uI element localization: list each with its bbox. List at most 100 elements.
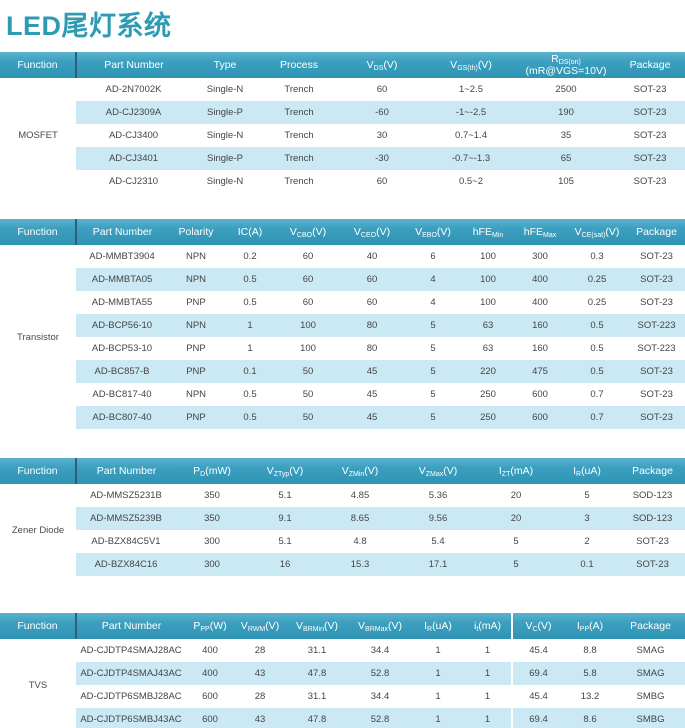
table-row: AD-BCP53-10 PNP 1 100 80 5 63 160 0.5 SOT-223 <box>0 337 685 361</box>
column-header: IC(A) <box>224 219 276 246</box>
part-number-cell: AD-MMBTA05 <box>76 268 168 292</box>
column-header: Package <box>616 613 685 640</box>
value-cell: 45 <box>340 360 404 384</box>
value-cell: 40 <box>340 245 404 269</box>
column-header: VZMax(V) <box>398 458 478 485</box>
table-row: Zener Diode AD-MMSZ5231B 350 5.1 4.85 5.36 20 5… <box>0 484 685 577</box>
value-cell: SOT-23 <box>628 360 685 384</box>
value-cell: 30 <box>339 124 425 148</box>
column-header: PD(mW) <box>176 458 248 485</box>
value-cell: SOT-23 <box>628 245 685 269</box>
value-cell: 190 <box>517 101 615 125</box>
value-cell: 250 <box>462 383 514 407</box>
value-cell: 8.8 <box>564 639 616 663</box>
column-header: IR(uA) <box>554 458 620 485</box>
value-cell: SOT-23 <box>615 147 685 171</box>
part-number-cell: AD-BC817-40 <box>76 383 168 407</box>
value-cell: 100 <box>276 337 340 361</box>
value-cell: 350 <box>176 484 248 508</box>
column-header: hFEMin <box>462 219 514 246</box>
table-row: AD-CJ2309A Single-P Trench -60 -1~-2.5 190 SOT… <box>0 101 685 125</box>
table-row: TVS AD-CJDTP4SMAJ28AC 400 28 31.1 34.4 1 1 45.4 8… <box>0 639 685 728</box>
function-column-header: Function <box>0 458 77 485</box>
value-cell: 475 <box>514 360 566 384</box>
value-cell: Trench <box>259 147 339 171</box>
value-cell: 3 <box>554 507 620 531</box>
value-cell: 6 <box>404 245 462 269</box>
function-column-header: Function <box>0 613 77 640</box>
column-header: RDS(on) (mR@VGS=10V) <box>517 52 615 79</box>
function-cell: Zener Diode <box>0 484 76 577</box>
value-cell: NPN <box>168 314 224 338</box>
value-cell: 1 <box>412 685 464 709</box>
table-row: AD-CJ3401 Single-P Trench -30 -0.7~-1.3 65 SOT… <box>0 147 685 171</box>
table-row: AD-CJDTP6SMBJ43AC 600 43 47.8 52.8 1 1 69.4 8.6 S… <box>0 708 685 728</box>
value-cell: 60 <box>339 78 425 102</box>
value-cell: 1 <box>464 639 512 663</box>
part-number-cell: AD-CJDTP6SMBJ43AC <box>76 708 186 728</box>
function-column-header: Function <box>0 52 77 79</box>
value-cell: 220 <box>462 360 514 384</box>
value-cell: 60 <box>276 291 340 315</box>
value-cell: 43 <box>234 708 286 728</box>
value-cell: 250 <box>462 406 514 430</box>
page-title: LED尾灯系统 <box>6 11 172 41</box>
mosfet-table: Function Part Number Type Process VDS(V) VGS(… <box>0 52 685 194</box>
column-header: hFEMax <box>514 219 566 246</box>
column-header: Part Number <box>76 458 176 485</box>
column-header: Part Number <box>76 219 168 246</box>
value-cell: Single-N <box>191 170 259 194</box>
value-cell: 5 <box>404 406 462 430</box>
value-cell: 60 <box>339 170 425 194</box>
table-row: MOSFET AD-2N7002K Single-N Trench 60 1~2.5 250… <box>0 78 685 194</box>
value-cell: 1 <box>224 337 276 361</box>
value-cell: 160 <box>514 337 566 361</box>
value-cell: 400 <box>514 268 566 292</box>
value-cell: 0.5 <box>224 291 276 315</box>
value-cell: PNP <box>168 360 224 384</box>
value-cell: 69.4 <box>511 708 564 728</box>
value-cell: 1 <box>224 314 276 338</box>
value-cell: 0.5 <box>566 314 628 338</box>
column-header: Process <box>259 52 339 79</box>
value-cell: 45 <box>340 383 404 407</box>
value-cell: 0.7 <box>566 406 628 430</box>
value-cell: 300 <box>514 245 566 269</box>
value-cell: 1 <box>412 639 464 663</box>
value-cell: 5 <box>554 484 620 508</box>
value-cell: 63 <box>462 337 514 361</box>
value-cell: 100 <box>276 314 340 338</box>
table-header-row: Function Part Number PPP(W) VRWM(V) VBRMin(V… <box>0 613 685 640</box>
value-cell: SOT-23 <box>615 78 685 102</box>
value-cell: SOT-23 <box>615 170 685 194</box>
value-cell: SOT-223 <box>628 337 685 361</box>
value-cell: 31.1 <box>286 685 348 709</box>
column-header: Type <box>191 52 259 79</box>
function-column-header: Function <box>0 219 77 246</box>
column-header: PPP(W) <box>186 613 234 640</box>
value-cell: 60 <box>340 291 404 315</box>
column-header: VBRMin(V) <box>286 613 348 640</box>
value-cell: Single-P <box>191 101 259 125</box>
value-cell: -0.7~-1.3 <box>425 147 517 171</box>
value-cell: 50 <box>276 383 340 407</box>
table-row: Transistor AD-MMBT3904 NPN 0.2 60 40 6 100 300 0.… <box>0 245 685 430</box>
part-number-cell: AD-BCP56-10 <box>76 314 168 338</box>
value-cell: 80 <box>340 337 404 361</box>
value-cell: 20 <box>478 507 554 531</box>
value-cell: 0.7~1.4 <box>425 124 517 148</box>
value-cell: 52.8 <box>348 662 412 686</box>
part-number-cell: AD-BZX84C5V1 <box>76 530 176 554</box>
tvs-table: Function Part Number PPP(W) VRWM(V) VBRMin(V… <box>0 613 685 728</box>
value-cell: 50 <box>276 406 340 430</box>
column-header: VRWM(V) <box>234 613 286 640</box>
value-cell: 5.1 <box>248 484 322 508</box>
value-cell: 16 <box>248 553 322 577</box>
table-row: AD-BCP56-10 NPN 1 100 80 5 63 160 0.5 SOT-223 <box>0 314 685 338</box>
value-cell: SOT-23 <box>628 268 685 292</box>
part-number-cell: AD-MMSZ5231B <box>76 484 176 508</box>
value-cell: 80 <box>340 314 404 338</box>
part-number-cell: AD-BCP53-10 <box>76 337 168 361</box>
column-header: VZTyp(V) <box>248 458 322 485</box>
part-number-cell: AD-CJ2310 <box>76 170 191 194</box>
